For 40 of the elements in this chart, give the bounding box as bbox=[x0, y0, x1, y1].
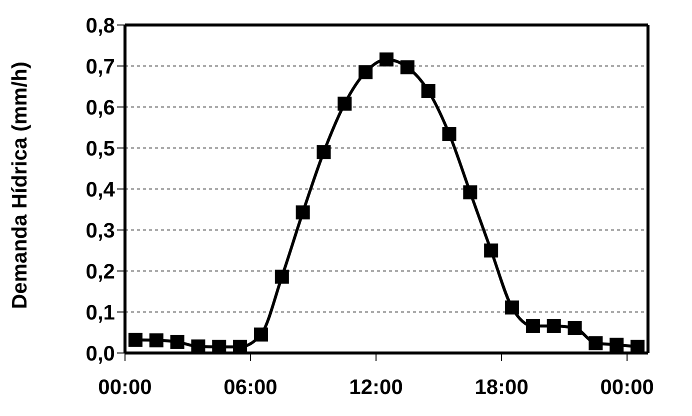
x-tick-label: 00:00 bbox=[600, 376, 654, 399]
point bbox=[505, 300, 520, 314]
x-tick-label: 18:00 bbox=[474, 376, 528, 399]
point bbox=[484, 244, 498, 258]
point bbox=[588, 336, 603, 350]
point bbox=[421, 84, 436, 98]
y-tick-label: 0,1 bbox=[86, 301, 116, 324]
y-tick-label: 0,4 bbox=[86, 178, 116, 202]
point bbox=[568, 320, 582, 335]
x-tick-label: 00:00 bbox=[98, 376, 152, 399]
point bbox=[380, 52, 394, 66]
y-axis-title: Demanda Hídrica (mm/h) bbox=[8, 62, 32, 309]
point bbox=[358, 65, 373, 80]
point bbox=[463, 185, 478, 200]
y-tick-label: 0,3 bbox=[86, 219, 115, 242]
point bbox=[546, 318, 561, 333]
point bbox=[630, 340, 645, 353]
point bbox=[254, 328, 268, 342]
point bbox=[149, 333, 164, 348]
y-tick-label: 0,7 bbox=[86, 55, 115, 78]
y-tick-label: 0,8 bbox=[86, 14, 116, 38]
point bbox=[170, 334, 184, 349]
point bbox=[442, 127, 456, 142]
point bbox=[296, 205, 310, 220]
y-tick-label: 0,2 bbox=[86, 260, 115, 284]
x-tick-label: 06:00 bbox=[224, 376, 278, 399]
point bbox=[610, 338, 624, 352]
point bbox=[526, 318, 540, 333]
y-tick-label: 0,6 bbox=[86, 96, 115, 120]
point bbox=[191, 339, 206, 353]
y-tick-label: 0,5 bbox=[86, 137, 116, 160]
point bbox=[233, 340, 248, 353]
point bbox=[338, 96, 352, 111]
x-tick-label: 12:00 bbox=[349, 376, 403, 399]
point bbox=[316, 145, 331, 160]
point bbox=[274, 270, 289, 284]
point bbox=[212, 340, 226, 353]
y-tick-label: 0,0 bbox=[86, 342, 115, 366]
point bbox=[400, 60, 414, 74]
point bbox=[128, 332, 142, 347]
